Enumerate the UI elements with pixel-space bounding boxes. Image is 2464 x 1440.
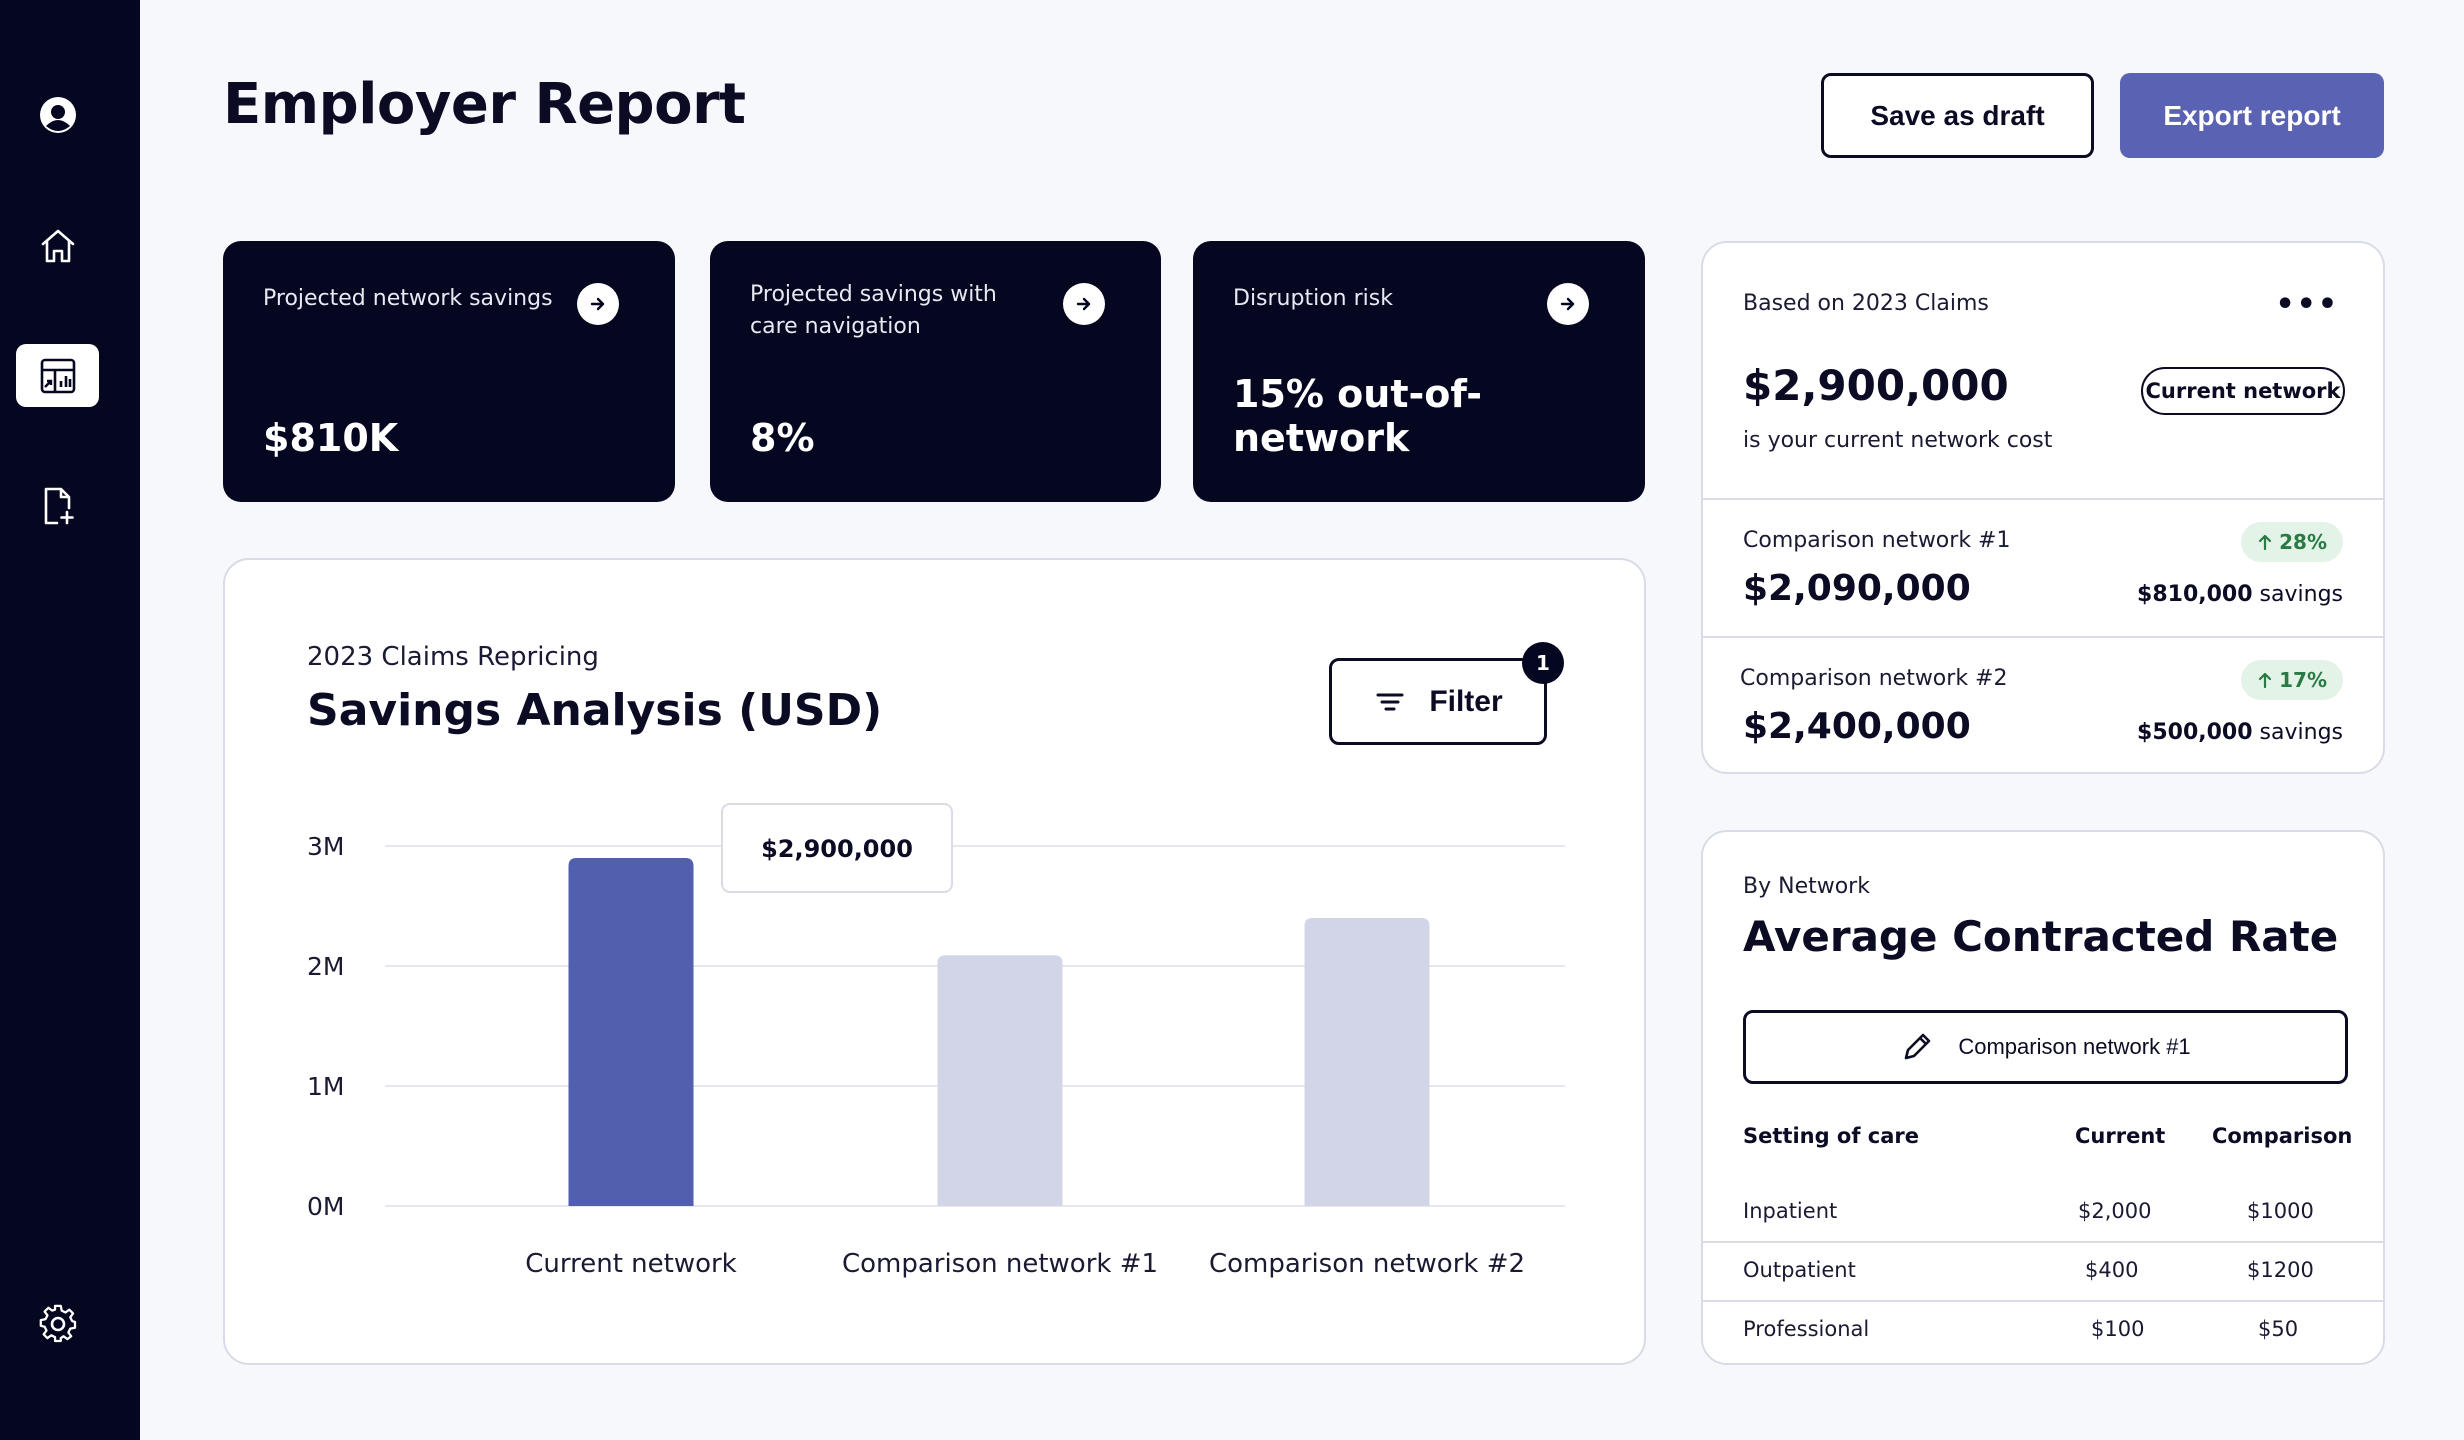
row-divider [1703,1300,2383,1302]
bar [1304,918,1430,1206]
divider [1703,636,2383,638]
page-title: Employer Report [223,72,746,137]
kpi-card-network-savings[interactable]: Projected network savings $810K [223,241,675,502]
save-draft-button[interactable]: Save as draft [1821,73,2094,158]
comparison-label: Comparison network #2 [1740,666,2008,691]
y-tick-label: 1M [307,1072,344,1101]
filter-icon [1376,693,1404,710]
comparison-value: $2,090,000 [1743,568,1971,609]
add-file-icon [44,487,74,524]
table-header-current: Current [2075,1124,2166,1148]
filter-button[interactable]: Filter [1329,658,1547,745]
savings-bar-chart: 0M 1M 2M 3M Current network Comparison networ… [307,803,1565,1279]
report-nav-button[interactable] [16,344,99,407]
home-nav-button[interactable] [16,214,99,277]
arrow-up-icon [2259,672,2272,689]
x-category-label: Current network [525,1249,737,1279]
x-category-label: Comparison network #1 [842,1249,1158,1279]
home-icon [41,229,74,262]
table-cell-setting: Outpatient [1743,1258,1856,1282]
average-contracted-rate-card: By Network Average Contracted Rate Compa… [1701,830,2385,1365]
current-network-cost: $2,900,000 [1743,361,2009,410]
comparison-savings: $500,000 savings [2137,720,2343,745]
y-tick-label: 2M [307,952,344,981]
pencil-icon [1905,1033,1931,1060]
savings-word: savings [2259,582,2343,607]
rate-title: Average Contracted Rate [1743,912,2339,961]
arrow-right-icon[interactable] [1547,283,1589,325]
rate-subtitle: By Network [1743,874,1870,899]
comparison-value: $2,400,000 [1743,706,1971,747]
table-cell-current: $2,000 [2078,1199,2152,1223]
gear-icon [39,1304,76,1342]
table-cell-comparison: $50 [2258,1317,2299,1341]
user-icon [39,96,76,133]
savings-amount: $500,000 [2137,720,2253,745]
savings-word: savings [2259,720,2343,745]
table-cell-comparison: $1000 [2247,1199,2314,1223]
chart-title: Savings Analysis (USD) [307,685,883,736]
filter-label: Filter [1429,684,1503,718]
table-cell-setting: Inpatient [1743,1199,1838,1223]
kpi-card-care-navigation[interactable]: Projected savings with care navigation 8… [710,241,1161,502]
divider [1703,498,2383,500]
x-category-label: Comparison network #2 [1209,1249,1525,1279]
table-header-setting: Setting of care [1743,1124,1920,1148]
cost-basis-label: Based on 2023 Claims [1743,291,1989,316]
savings-percent-badge: 17% [2241,660,2343,700]
more-options-icon[interactable]: ••• [2275,287,2339,322]
arrow-right-icon[interactable] [1063,283,1105,325]
bar [568,858,694,1206]
tooltip-box [721,803,953,893]
comparison-label: Comparison network #1 [1743,528,2011,553]
new-document-nav-button[interactable] [16,474,99,537]
y-tick-label: 0M [307,1192,344,1221]
arrow-right-icon[interactable] [577,283,619,325]
table-cell-current: $100 [2091,1317,2145,1341]
table-cell-current: $400 [2085,1258,2139,1282]
y-tick-label: 3M [307,832,344,861]
table-cell-setting: Professional [1743,1317,1870,1341]
comparison-savings: $810,000 savings [2137,582,2343,607]
export-report-button[interactable]: Export report [2120,73,2384,158]
savings-percent-badge: 28% [2241,522,2343,562]
kpi-label: Projected savings with care navigation [750,282,997,339]
savings-amount: $810,000 [2137,582,2253,607]
report-icon [40,358,75,393]
kpi-value: 8% [750,416,815,460]
row-divider [1703,1241,2383,1243]
table-header-comparison: Comparison [2212,1124,2353,1148]
cost-note: is your current network cost [1743,428,2053,453]
chart-subtitle: 2023 Claims Repricing [307,642,599,672]
sidebar [0,0,140,1440]
savings-analysis-card: 2023 Claims Repricing Savings Analysis (… [223,558,1646,1365]
kpi-value: 15% out-of-network [1233,372,1483,460]
badge-text: 17% [2279,668,2327,692]
settings-nav-button[interactable] [16,1292,99,1355]
badge-text: 28% [2279,530,2327,554]
user-profile-button[interactable] [16,83,99,146]
table-cell-comparison: $1200 [2247,1258,2314,1282]
kpi-value: $810K [263,416,399,460]
network-selector-button[interactable]: Comparison network #1 [1743,1010,2348,1084]
filter-count-badge: 1 [1522,642,1564,684]
bar-tooltip: $2,900,000 [721,803,953,893]
current-network-pill: Current network [2141,367,2345,415]
network-cost-card: Based on 2023 Claims ••• $2,900,000 is y… [1701,241,2385,774]
tooltip-value: $2,900,000 [761,835,913,863]
bar [937,955,1063,1206]
kpi-card-disruption-risk[interactable]: Disruption risk 15% out-of-network [1193,241,1645,502]
kpi-label: Projected network savings [263,286,553,311]
kpi-label: Disruption risk [1233,286,1393,311]
arrow-up-icon [2259,534,2272,551]
selector-label: Comparison network #1 [1958,1034,2191,1059]
